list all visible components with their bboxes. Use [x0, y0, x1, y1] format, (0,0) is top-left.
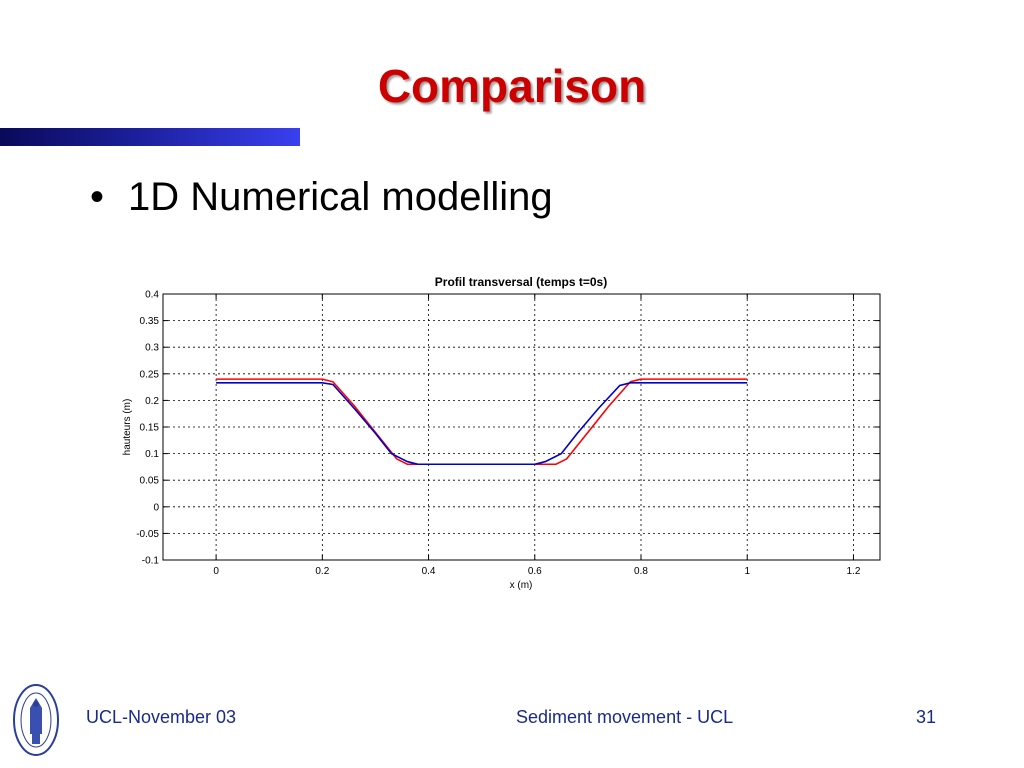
- bullet-dot: •: [90, 175, 105, 219]
- chart-title: Profil transversal (temps t=0s): [435, 275, 607, 289]
- axis-ticks: 0 0.2 0.4 0.6 0.8 1 1.2 0.4 0.35 0.3 0.25 0.2 0.15 0.…: [136, 290, 880, 577]
- slide-number: 31: [916, 707, 937, 727]
- y-tick-label: 0.2: [145, 396, 159, 407]
- y-tick-label: 0.25: [140, 369, 160, 380]
- x-tick-label: 0.8: [634, 566, 648, 577]
- y-tick-label: -0.05: [136, 529, 159, 540]
- footer-date: UCL-November 03: [86, 707, 237, 727]
- bullet-text: 1D Numerical modelling: [128, 175, 553, 219]
- slide-title: Comparison: [377, 60, 647, 112]
- grid-lines: [163, 293, 880, 561]
- footer-title: Sediment movement - UCL: [516, 707, 734, 727]
- x-axis-label: x (m): [510, 580, 533, 591]
- x-tick-label: 0.6: [528, 566, 542, 577]
- x-tick-label: 0.4: [422, 566, 436, 577]
- y-tick-label: 0.35: [140, 316, 160, 327]
- series-line-blue: [216, 382, 748, 466]
- y-tick-label: 0.3: [145, 343, 159, 354]
- x-tick-label: 1.2: [846, 566, 860, 577]
- y-tick-label: 0: [153, 502, 159, 513]
- bullet-item: • 1D Numerical modelling: [90, 172, 553, 222]
- y-axis-label: hauteurs (m): [122, 399, 133, 456]
- y-tick-label: 0.4: [145, 290, 159, 301]
- y-tick-label: 0.15: [140, 423, 160, 434]
- x-tick-label: 1: [744, 566, 750, 577]
- y-tick-label: -0.1: [142, 556, 160, 567]
- plot-background: [162, 293, 881, 561]
- chart: 0 0.2 0.4 0.6 0.8 1 1.2 0.4 0.35 0.3 0.25 0.2 0.15 0.…: [122, 275, 881, 591]
- x-tick-label: 0: [213, 566, 219, 577]
- y-tick-label: 0.05: [140, 476, 160, 487]
- y-tick-label: 0.1: [145, 449, 159, 460]
- title-underline-bar: [0, 128, 300, 146]
- x-tick-label: 0.2: [315, 566, 329, 577]
- ucl-seal-logo: [13, 684, 59, 756]
- series-lines: [216, 378, 748, 466]
